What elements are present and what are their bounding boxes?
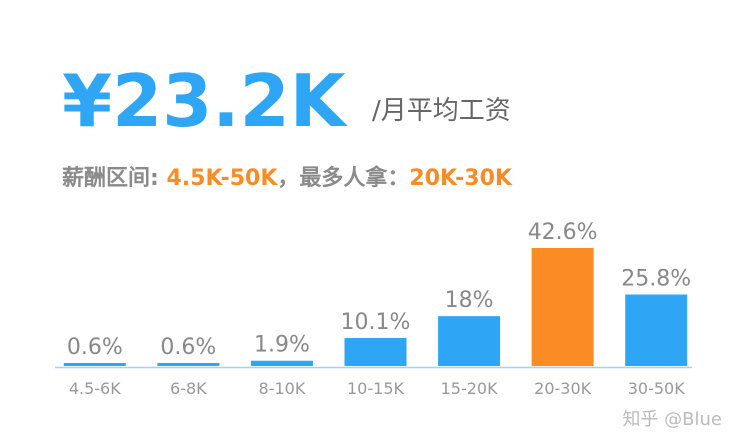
value-label: 10.1%: [341, 310, 411, 335]
x-tick-label: 10-15K: [347, 379, 404, 398]
bar: [250, 360, 313, 366]
bar: [625, 294, 688, 366]
x-tick-label: 6-8K: [170, 379, 207, 398]
watermark: 知乎 @Blue: [622, 409, 722, 430]
value-label: 42.6%: [528, 220, 598, 245]
headline: ¥23.2K: [62, 59, 348, 143]
bar: [438, 316, 501, 366]
annotation-part: 20K-30K: [409, 166, 512, 191]
annotation-part: 4.5K-50K: [166, 166, 278, 191]
bar: [63, 363, 126, 366]
x-tick-label: 20-30K: [534, 379, 591, 398]
value-label: 1.9%: [254, 333, 310, 358]
bar: [157, 363, 220, 366]
value-label: 18%: [445, 288, 494, 313]
annotation-part: 薪酬区间:: [62, 165, 166, 191]
bar: [531, 248, 594, 366]
annotation: 薪酬区间: 4.5K-50K，最多人拿：20K-30K: [62, 165, 513, 191]
headline-unit: /月平均工资: [372, 96, 511, 126]
value-label: 25.8%: [621, 267, 691, 292]
value-label: 0.6%: [67, 335, 123, 360]
x-tick-label: 30-50K: [628, 379, 685, 398]
bar: [344, 338, 407, 366]
x-tick-label: 4.5-6K: [69, 379, 121, 398]
value-label: 0.6%: [160, 335, 216, 360]
annotation-part: ，最多人拿：: [277, 165, 409, 191]
x-tick-label: 15-20K: [441, 379, 498, 398]
x-tick-label: 8-10K: [259, 379, 306, 398]
